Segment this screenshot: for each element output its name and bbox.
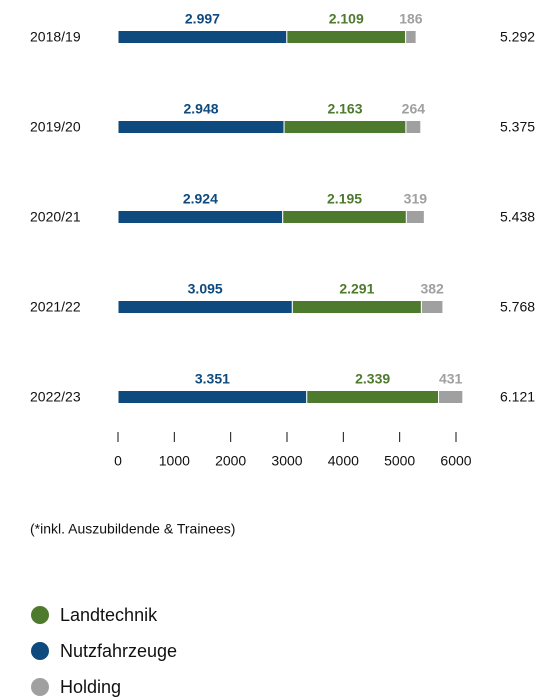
legend-label: Landtechnik — [60, 605, 158, 625]
legend-swatch — [31, 606, 49, 624]
value-label: 2.948 — [184, 101, 219, 117]
legend-swatch — [31, 642, 49, 660]
bar-segment — [117, 210, 284, 224]
category-label: 2019/20 — [30, 119, 81, 135]
value-label: 431 — [439, 371, 463, 387]
bar-segment — [405, 120, 422, 134]
bar-segment — [117, 390, 308, 404]
x-tick-label: 1000 — [159, 453, 190, 469]
value-label: 3.351 — [195, 371, 230, 387]
value-label: 264 — [402, 101, 426, 117]
x-tick-label: 4000 — [328, 453, 359, 469]
total-label: 5.292 — [500, 29, 535, 45]
bar-segment — [117, 30, 288, 44]
value-label: 2.339 — [355, 371, 390, 387]
bar-segment — [117, 300, 293, 314]
value-label: 2.109 — [329, 11, 364, 27]
value-label: 2.924 — [183, 191, 218, 207]
bar-segment — [286, 30, 407, 44]
legend-swatch — [31, 678, 49, 696]
category-label: 2022/23 — [30, 389, 81, 405]
value-label: 2.195 — [327, 191, 362, 207]
value-label: 3.095 — [188, 281, 223, 297]
bar-segment — [405, 30, 417, 44]
total-label: 5.375 — [500, 119, 535, 135]
bar-segment — [438, 390, 464, 404]
value-label: 319 — [404, 191, 428, 207]
bar-segment — [117, 120, 285, 134]
total-label: 5.438 — [500, 209, 535, 225]
value-label: 382 — [420, 281, 444, 297]
x-tick-label: 0 — [114, 453, 122, 469]
bar-segment — [420, 300, 444, 314]
legend-label: Nutzfahrzeuge — [60, 641, 177, 661]
x-tick-label: 2000 — [215, 453, 246, 469]
bar-segment — [282, 210, 407, 224]
category-label: 2020/21 — [30, 209, 81, 225]
value-label: 2.997 — [185, 11, 220, 27]
category-label: 2021/22 — [30, 299, 81, 315]
total-label: 6.121 — [500, 389, 535, 405]
bar-segment — [283, 120, 407, 134]
x-tick-label: 6000 — [440, 453, 471, 469]
value-label: 2.163 — [327, 101, 362, 117]
x-tick-label: 5000 — [384, 453, 415, 469]
value-label: 186 — [399, 11, 423, 27]
value-label: 2.291 — [339, 281, 374, 297]
footnote: (*inkl. Auszubildende & Trainees) — [30, 521, 235, 537]
legend-label: Holding — [60, 677, 121, 697]
category-label: 2018/19 — [30, 29, 81, 45]
bar-segment — [405, 210, 425, 224]
bar-segment — [306, 390, 440, 404]
bar-segment — [291, 300, 422, 314]
x-tick-label: 3000 — [271, 453, 302, 469]
total-label: 5.768 — [500, 299, 535, 315]
